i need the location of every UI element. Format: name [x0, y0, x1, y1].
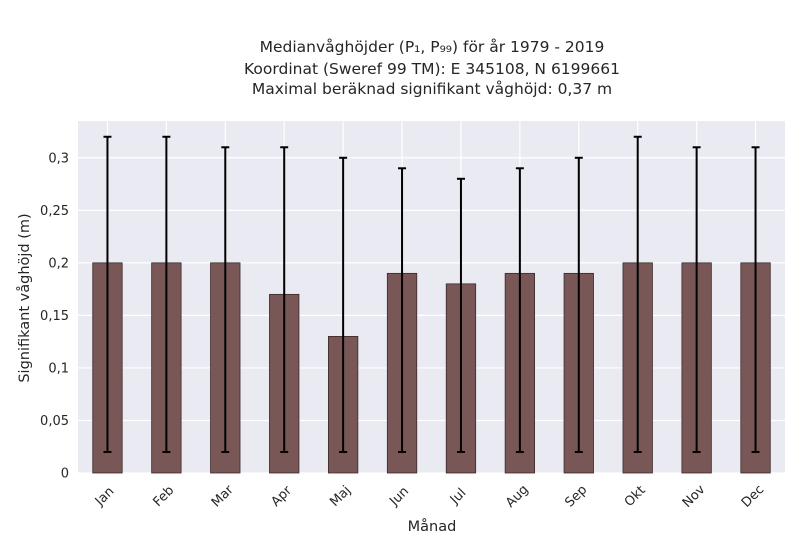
y-tick-label: 0,2: [48, 256, 69, 271]
x-tick-label-feb: Feb: [150, 483, 177, 510]
x-tick-label-apr: Apr: [268, 483, 295, 510]
x-tick-label-aug: Aug: [503, 482, 532, 511]
y-tick-label: 0,05: [40, 414, 69, 429]
error-bar-feb: [162, 135, 171, 453]
x-tick-label-maj: Maj: [327, 483, 354, 510]
chart-title-line-1: Medianvåghöjder (P₁, P₉₉) för år 1979 - …: [260, 38, 605, 56]
y-tick-label: 0,1: [48, 361, 69, 376]
error-bar-mar: [221, 146, 230, 453]
error-bar-okt: [633, 135, 642, 453]
y-axis-label: Signifikant våghöjd (m): [16, 213, 33, 382]
plot-area: [78, 121, 785, 473]
error-bar-maj: [339, 156, 348, 453]
y-tick-label: 0,3: [48, 151, 69, 166]
error-bar-jan: [103, 135, 112, 453]
error-bar-dec: [751, 146, 760, 453]
y-tick-label: 0: [61, 467, 69, 482]
y-tick-labels: 0 0,05 0,1 0,15 0,2 0,25 0,3: [40, 151, 69, 481]
chart-title-line-3: Maximal beräknad signifikant våghöjd: 0,…: [252, 80, 612, 98]
error-bar-sep: [574, 156, 583, 453]
error-bar-nov: [692, 146, 701, 453]
x-tick-label-okt: Okt: [622, 483, 649, 510]
x-tick-label-nov: Nov: [680, 482, 709, 511]
x-tick-labels: Jan Feb Mar Apr Maj Jun Jul Aug Sep Okt Nov Dec: [92, 482, 767, 511]
x-tick-label-sep: Sep: [562, 483, 590, 511]
x-tick-label-jun: Jun: [386, 484, 412, 510]
error-bar-jul: [456, 177, 465, 453]
x-tick-label-jul: Jul: [447, 486, 469, 508]
x-tick-label-dec: Dec: [739, 482, 767, 510]
y-tick-label: 0,15: [40, 309, 69, 324]
error-bar-apr: [280, 146, 289, 453]
x-tick-label-mar: Mar: [209, 482, 237, 510]
x-tick-label-jan: Jan: [92, 484, 117, 509]
chart-title-line-2: Koordinat (Sweref 99 TM): E 345108, N 61…: [244, 60, 620, 78]
error-bars: [103, 135, 760, 453]
x-axis-label: Månad: [408, 518, 457, 535]
y-tick-label: 0,25: [40, 204, 69, 219]
error-bar-jun: [398, 167, 407, 453]
error-bar-aug: [515, 167, 524, 453]
